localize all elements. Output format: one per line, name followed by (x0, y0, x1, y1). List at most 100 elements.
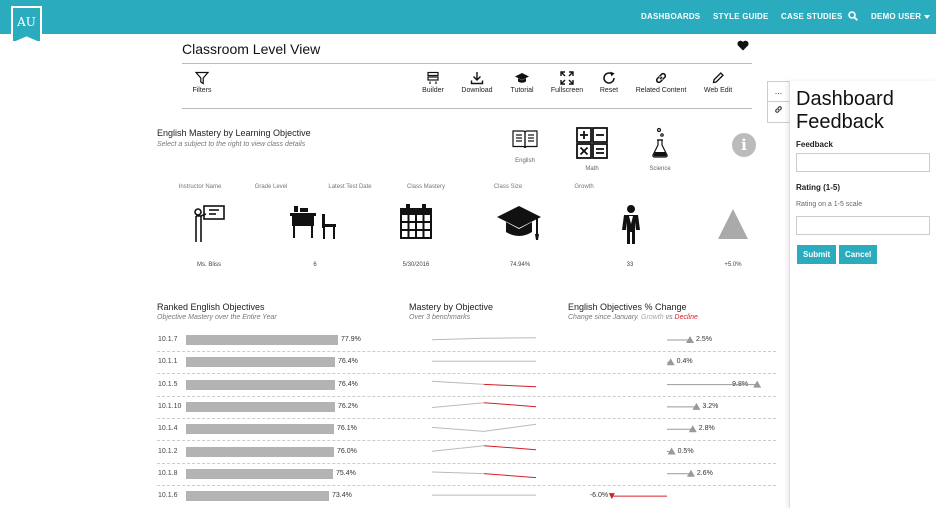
rating-label: Rating (1-5) (796, 183, 840, 192)
subject-science[interactable]: Science (640, 127, 680, 172)
change-value: 2.6% (696, 469, 713, 477)
more-options-icon[interactable]: ... (768, 82, 789, 102)
reset-button[interactable]: Reset (596, 71, 622, 94)
change-value: 0.4% (676, 358, 693, 366)
growth-triangle-icon (686, 469, 695, 477)
mastery-bar[interactable] (186, 379, 335, 390)
mastery-value: 77.9% (341, 336, 361, 343)
subject-math[interactable]: Math (572, 127, 612, 172)
change-value: 2.5% (696, 336, 712, 343)
builder-button[interactable]: Builder (418, 71, 448, 94)
kpi-value-growth: +5.0% (724, 262, 742, 268)
objective-label: 10.1.4 (158, 425, 178, 433)
mastery-bar[interactable] (186, 357, 335, 368)
mastery-value: 76.0% (337, 447, 357, 455)
mastery-subtitle: Select a subject to the right to view cl… (157, 141, 306, 148)
side-tabs: ... (767, 81, 789, 123)
reset-label: Reset (599, 87, 619, 94)
cancel-button[interactable]: Cancel (839, 245, 878, 264)
related-content-button[interactable]: Related Content (632, 71, 690, 94)
subject-english[interactable]: English (505, 127, 545, 164)
ranked-title: Ranked English Objectives (157, 302, 265, 312)
mastery-bar[interactable] (186, 335, 338, 345)
filters-button[interactable]: Filters (186, 71, 218, 94)
user-menu[interactable]: DEMO USER (871, 12, 931, 21)
change-value: 0.5% (677, 447, 694, 455)
mastery-bar[interactable] (186, 491, 329, 502)
kpi-value-class-size: 33 (626, 262, 634, 268)
tutorial-button[interactable]: Tutorial (506, 71, 538, 94)
subject-english-label: English (515, 158, 535, 164)
objective-label: 10.1.5 (158, 380, 178, 388)
nav-case-studies[interactable]: CASE STUDIES (781, 12, 843, 21)
kpi-value-grade: 6 (313, 262, 317, 268)
kpi-header-growth: Growth (574, 184, 594, 190)
change-value: 9.8% (732, 380, 749, 388)
growth-up-triangle-icon (718, 209, 748, 239)
feedback-title-line2: Feedback (796, 111, 884, 133)
mastery-value: 76.2% (338, 402, 358, 410)
feedback-label: Feedback (796, 140, 833, 149)
school-desk-icon (290, 206, 336, 239)
sparkline-segment (431, 471, 485, 475)
graduation-cap-icon (497, 206, 541, 240)
growth-triangle-icon (686, 336, 694, 343)
change-value: -6.0% (589, 492, 609, 500)
search-icon[interactable] (848, 11, 858, 21)
sparkline-segment (431, 380, 485, 385)
sparkline-segment (483, 383, 537, 388)
feedback-input[interactable] (796, 153, 930, 172)
open-book-icon (512, 130, 538, 149)
kpi-header-instructor: Instructor Name (178, 184, 222, 190)
change-value: 3.2% (702, 402, 719, 410)
info-icon[interactable]: i (732, 133, 756, 157)
user-menu-label: DEMO USER (871, 12, 922, 21)
kpi-header-grade: Grade Level (254, 184, 288, 190)
sparkline-segment (431, 426, 485, 432)
mastery-value: 76.4% (338, 380, 358, 388)
sparkline-segment (483, 445, 537, 451)
kpi-header-class-mastery: Class Mastery (406, 184, 445, 190)
feedback-panel (789, 81, 936, 508)
logo[interactable]: AU (11, 6, 42, 43)
filter-icon (195, 71, 209, 85)
row-divider (157, 373, 776, 375)
builder-label: Builder (422, 87, 444, 94)
mastery-bar[interactable] (186, 446, 334, 457)
rating-input[interactable] (796, 216, 930, 235)
fullscreen-button[interactable]: Fullscreen (549, 71, 585, 94)
download-icon (470, 72, 484, 85)
kpi-value-class-mastery: 74.94% (509, 262, 531, 268)
row-divider (157, 462, 776, 464)
mastery-bar[interactable] (186, 424, 334, 435)
sparkline-segment (431, 337, 485, 341)
growth-triangle-icon (692, 402, 701, 410)
student-icon (622, 205, 640, 244)
web-edit-button[interactable]: Web Edit (701, 71, 735, 94)
link-icon (775, 106, 782, 113)
favorite-heart-icon[interactable] (737, 40, 749, 51)
mastery-bar[interactable] (186, 401, 335, 412)
nav-style-guide[interactable]: STYLE GUIDE (713, 12, 769, 21)
decline-word: Decline (674, 314, 698, 321)
vs-word: vs (665, 314, 673, 321)
kpi-header-class-size: Class Size (493, 184, 523, 190)
mastery-value: 73.4% (332, 492, 352, 500)
link-tab[interactable] (768, 102, 789, 122)
chevron-down-icon (924, 14, 931, 19)
mastery-bar[interactable] (186, 468, 333, 479)
objective-label: 10.1.7 (158, 336, 178, 343)
objective-label: 10.1.2 (158, 447, 178, 455)
download-button[interactable]: Download (459, 71, 495, 94)
tutorial-label: Tutorial (510, 87, 534, 94)
related-content-label: Related Content (635, 87, 687, 94)
nav-dashboards[interactable]: DASHBOARDS (641, 12, 701, 21)
objective-label: 10.1.8 (158, 469, 178, 477)
row-divider (157, 484, 776, 486)
growth-triangle-icon (667, 447, 676, 455)
top-nav-bar (0, 0, 936, 34)
change-subtitle-prefix: Change since January. (568, 314, 640, 321)
sparkline-segment (431, 445, 485, 452)
submit-button[interactable]: Submit (797, 245, 837, 264)
